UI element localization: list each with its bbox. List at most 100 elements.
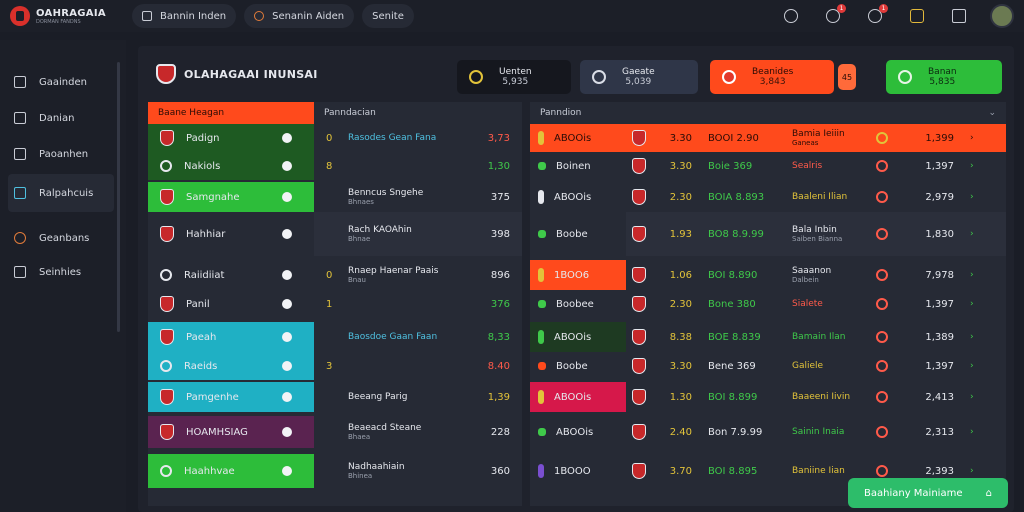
- table-row[interactable]: Samgnahe Benncus Sngehe Bhnaes 375: [148, 182, 522, 212]
- info-icon[interactable]: [282, 299, 292, 309]
- table-row[interactable]: Boobee 2.30 Bone 380 Sialete 1,397 ›: [530, 290, 1006, 318]
- table-row[interactable]: Nakiols 8 1,30: [148, 152, 522, 180]
- chevron-icon[interactable]: ›: [970, 270, 974, 280]
- table-row[interactable]: Panil 1 376: [148, 290, 522, 318]
- team-label: Baaeeni Iivin: [792, 392, 851, 402]
- notification-badge: 1: [879, 4, 888, 13]
- tab-1[interactable]: Senanin Aiden: [244, 4, 355, 28]
- table-row[interactable]: 1BOOO 3.70 BOI 8.895 Baniine Iian 2,393 ›: [530, 454, 1006, 488]
- sidebar-scrollbar[interactable]: [117, 62, 120, 332]
- sidebar-item-5[interactable]: Seinhies: [8, 256, 114, 288]
- stat-card-3[interactable]: Banan 5,835: [886, 60, 1002, 94]
- chevron-icon[interactable]: ›: [970, 427, 974, 437]
- market-value: BOI 8.890: [708, 269, 758, 281]
- sidebar: Gaainden Danian Paoanhen Ralpahcuis Gean…: [0, 40, 126, 512]
- table-row[interactable]: Pamgenhe Beeang Parig 1,39: [148, 382, 522, 412]
- player-sub: Bhaea: [348, 433, 371, 441]
- tab-2[interactable]: Senite: [362, 4, 414, 28]
- odds-value: 2.40: [669, 426, 692, 438]
- chevron-icon[interactable]: ›: [970, 133, 974, 143]
- info-icon[interactable]: [282, 161, 292, 171]
- info-icon[interactable]: [282, 229, 292, 239]
- shield-icon: [876, 360, 888, 372]
- team-name: Padign: [186, 132, 220, 144]
- sidebar-item-4[interactable]: Geanbans: [8, 222, 114, 254]
- match-name: Boobe: [556, 360, 588, 372]
- stat-card-2[interactable]: Beanides 3,843: [710, 60, 834, 94]
- status-bar: [538, 190, 544, 204]
- market-value: Bene 369: [708, 360, 756, 372]
- alert-icon[interactable]: 1: [868, 4, 888, 23]
- ball-icon: [254, 11, 265, 21]
- player-name: Rach KAOAhin: [348, 225, 412, 235]
- sidebar-item-3[interactable]: Ralpahcuis: [8, 174, 114, 212]
- chevron-icon[interactable]: ›: [970, 332, 974, 342]
- stats-icon[interactable]: [784, 9, 798, 23]
- info-icon[interactable]: [282, 427, 292, 437]
- team-sub: Saiben Bianna: [792, 235, 843, 243]
- toast-notification[interactable]: Baahiany Mainiame ⌂: [848, 478, 1008, 508]
- left-panel-header-b: Panndacian: [324, 108, 376, 118]
- chevron-icon[interactable]: ›: [970, 229, 974, 239]
- score-value: 1,397: [925, 360, 954, 372]
- chevron-icon[interactable]: ›: [970, 192, 974, 202]
- message-icon[interactable]: [952, 9, 966, 23]
- chevron-icon[interactable]: ›: [970, 466, 974, 476]
- chevron-icon[interactable]: ›: [970, 299, 974, 309]
- score-value: 896: [490, 269, 510, 281]
- info-icon[interactable]: [282, 392, 292, 402]
- info-icon[interactable]: [282, 466, 292, 476]
- table-row[interactable]: ABOOis 2.30 BOIA 8.893 Baaleni Ilian 2,979 ›: [530, 182, 1006, 212]
- player-sub: Bhinea: [348, 472, 373, 480]
- stat-card-1[interactable]: Gaeate 5,039: [580, 60, 698, 94]
- tab-0[interactable]: Bannin Inden: [132, 4, 237, 28]
- score-value: 2,393: [925, 465, 954, 477]
- table-row[interactable]: Hahhiar Rach KAOAhin Bhnae 398: [148, 212, 522, 256]
- match-name: Boobe: [556, 228, 588, 240]
- chevron-icon[interactable]: ›: [970, 392, 974, 402]
- table-row[interactable]: Haahhvae Nadhaahiain Bhinea 360: [148, 454, 522, 488]
- main-content: OLAHAGAAI INUNSAI Uenten 5,935 Gaeate 5,03…: [138, 46, 1014, 512]
- market-value: BOE 8.839: [708, 331, 761, 343]
- lock-icon[interactable]: [910, 9, 924, 23]
- shield-icon[interactable]: ⌂: [985, 487, 992, 499]
- chevron-icon[interactable]: ›: [970, 161, 974, 171]
- table-row[interactable]: Raiidiiat 0 Rnaep Haenar Paais Bnau 896: [148, 260, 522, 290]
- team-label: Sealris: [792, 161, 823, 171]
- phone-icon[interactable]: 1: [826, 4, 846, 23]
- table-row[interactable]: Boinen 3.30 Boie 369 Sealris 1,397 ›: [530, 152, 1006, 180]
- info-icon[interactable]: [282, 192, 292, 202]
- stat-card-0[interactable]: Uenten 5,935: [457, 60, 571, 94]
- table-row[interactable]: Padign 0 Rasodes Gean Fana 3,73: [148, 124, 522, 152]
- team-label: Galiele: [792, 361, 824, 371]
- info-icon[interactable]: [282, 270, 292, 280]
- sidebar-item-0[interactable]: Gaainden: [8, 66, 114, 98]
- sidebar-item-2[interactable]: Paoanhen: [8, 138, 114, 170]
- table-row[interactable]: 1BOO6 1.06 BOI 8.890 Saaanon Dalbein 7,978 ›: [530, 260, 1006, 290]
- info-icon[interactable]: [282, 332, 292, 342]
- table-row[interactable]: Boobe 1.93 BO8 8.9.99 Bala Inbin Saiben Bian…: [530, 212, 1006, 256]
- avatar[interactable]: [990, 4, 1014, 28]
- stat-chip[interactable]: 45: [838, 64, 856, 90]
- table-row[interactable]: ABOOis 8.38 BOE 8.839 Bamain Ilan 1,389 ›: [530, 322, 1006, 352]
- page-title-text: OLAHAGAAI INUNSAI: [184, 67, 318, 81]
- sidebar-item-1[interactable]: Danian: [8, 102, 114, 134]
- table-row[interactable]: Boobe 3.30 Bene 369 Galiele 1,397 ›: [530, 352, 1006, 380]
- top-bar: OAHRAGAIA DORMAN FANDNS Bannin Inden Sen…: [0, 0, 1024, 32]
- team-crest-icon: [632, 267, 646, 283]
- app-logo[interactable]: OAHRAGAIA DORMAN FANDNS: [10, 6, 132, 26]
- chevron-down-icon[interactable]: ⌄: [988, 108, 996, 118]
- table-row[interactable]: ABOOis 3.30 BOOI 2.90 Bamia Ieiiin Ganeas 1,3…: [530, 124, 1006, 152]
- info-icon[interactable]: [282, 361, 292, 371]
- team-crest-icon: [160, 226, 174, 242]
- left-panel: Baane Heagan Panndacian Padign 0 Rasodes G…: [148, 102, 522, 506]
- table-row[interactable]: Raeids 3 8.40: [148, 352, 522, 380]
- table-row[interactable]: HOAMHSIAG Beaeacd Steane Bhaea 228: [148, 416, 522, 448]
- info-icon[interactable]: [282, 133, 292, 143]
- chevron-icon[interactable]: ›: [970, 361, 974, 371]
- table-row[interactable]: ABOOis 1.30 BOI 8.899 Baaeeni Iivin 2,413 ›: [530, 382, 1006, 412]
- stat-label: Beanides: [752, 67, 794, 77]
- right-panel-header: Panndion ⌄: [530, 102, 1006, 124]
- table-row[interactable]: ABOOis 2.40 Bon 7.9.99 Sainin Inaia 2,313 ›: [530, 416, 1006, 448]
- table-row[interactable]: Paeah Baosdoe Gaan Faan 8,33: [148, 322, 522, 352]
